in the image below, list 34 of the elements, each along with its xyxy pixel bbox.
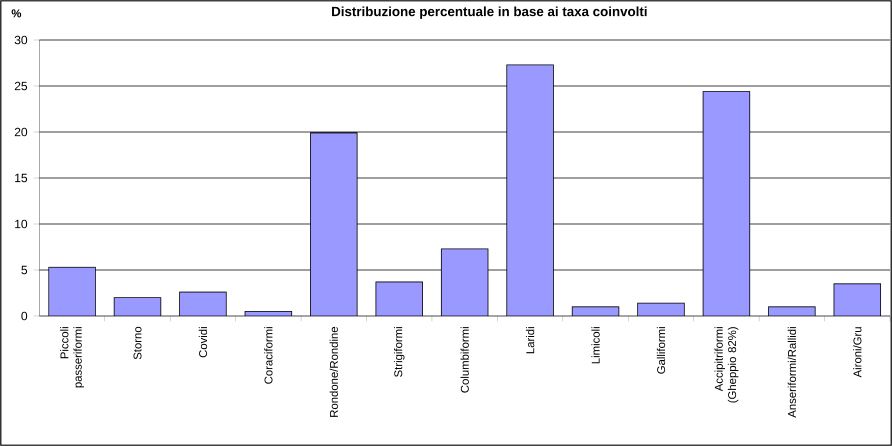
x-tick-label: Rondone/Rondine	[330, 326, 338, 417]
y-tick-label: 15	[15, 174, 28, 182]
y-tick-label: 5	[21, 266, 28, 274]
bar	[834, 283, 882, 316]
x-tick-label: Piccoli passeriformi	[60, 327, 84, 388]
bar	[376, 282, 423, 316]
bar	[310, 132, 358, 316]
x-tick-label: Columbiformi	[460, 327, 469, 393]
x-tick-label: Accipitriformi (Gheppio 82%)	[714, 327, 738, 403]
x-tick-label: Galliformi	[656, 327, 666, 374]
y-tick-label: 0	[21, 312, 28, 320]
x-tick-label: Strigiformi	[394, 327, 405, 377]
bar	[179, 292, 227, 316]
bar	[48, 266, 96, 316]
y-tick-label: 10	[15, 220, 28, 228]
y-tick-label: 20	[14, 128, 28, 136]
x-tick-label: Coraciformi	[264, 327, 273, 384]
y-tick-label: 30	[14, 36, 28, 44]
bar	[768, 306, 816, 316]
y-tick-label: 25	[14, 82, 28, 90]
x-tick-label: Covidi	[198, 327, 208, 358]
bar	[638, 303, 684, 316]
x-tick-label: Storno	[133, 326, 142, 360]
x-tick-label: Aironi/Gru	[853, 327, 862, 378]
bar	[572, 306, 619, 316]
x-tick-label: Anseriformi/Rallidi	[788, 327, 796, 418]
bar	[440, 248, 488, 316]
chart-title: Distribuzione percentuale in base ai taxa coinvolti	[332, 6, 647, 19]
y-axis-title: %	[12, 9, 22, 18]
bar	[506, 64, 554, 316]
x-tick-label: Laridi	[526, 327, 534, 354]
x-tick-label: Limicoli	[591, 327, 600, 364]
bar	[702, 91, 750, 316]
bar	[114, 297, 162, 316]
